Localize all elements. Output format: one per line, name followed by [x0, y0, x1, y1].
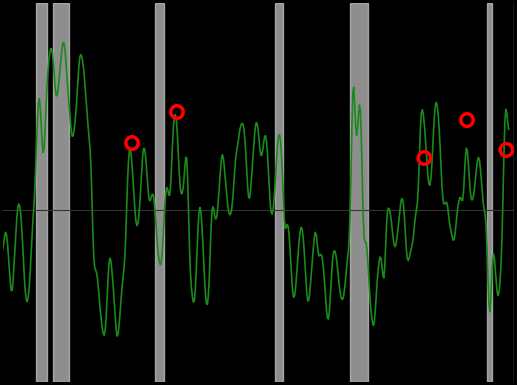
Bar [487, 3, 492, 382]
Bar [275, 3, 283, 382]
Bar [53, 3, 69, 382]
Bar [514, 3, 517, 382]
Bar [350, 3, 368, 382]
Bar [155, 3, 163, 382]
Bar [37, 3, 47, 382]
